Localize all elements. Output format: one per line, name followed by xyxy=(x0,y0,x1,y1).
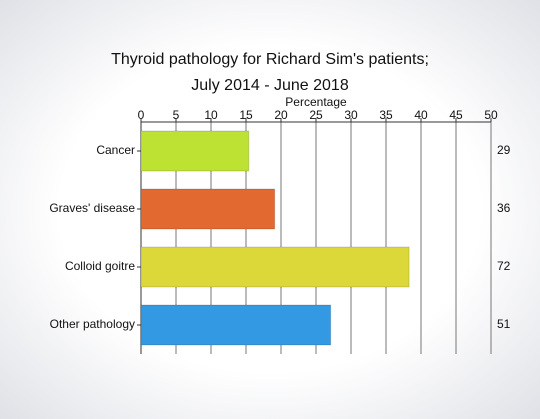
x-tick-label: 35 xyxy=(379,108,393,122)
count-label: 29 xyxy=(497,143,511,157)
x-tick-label: 0 xyxy=(138,108,145,122)
x-tick-label: 50 xyxy=(484,108,498,122)
x-tick-label: 5 xyxy=(173,108,180,122)
count-label: 36 xyxy=(497,201,511,215)
bar xyxy=(140,130,250,172)
bar xyxy=(140,246,410,288)
y-tick-label: Other pathology xyxy=(50,317,135,331)
y-tick-label: Graves' disease xyxy=(49,201,135,215)
y-tick-label: Cancer xyxy=(96,143,135,157)
x-axis-label: Percentage xyxy=(285,95,347,109)
count-label: 51 xyxy=(497,317,511,331)
chart-title: July 2014 - June 2018 xyxy=(191,77,349,94)
y-tick-label: Colloid goitre xyxy=(65,259,135,273)
x-tick-label: 15 xyxy=(239,108,253,122)
x-tick-label: 30 xyxy=(344,108,358,122)
bar xyxy=(140,188,276,230)
bar xyxy=(140,304,332,346)
x-tick-label: 45 xyxy=(449,108,463,122)
x-tick-label: 20 xyxy=(274,108,288,122)
chart-title: Thyroid pathology for Richard Sim's pati… xyxy=(111,51,429,68)
x-tick-label: 40 xyxy=(414,108,428,122)
x-tick-label: 10 xyxy=(204,108,218,122)
x-tick-label: 25 xyxy=(309,108,323,122)
count-label: 72 xyxy=(497,259,511,273)
